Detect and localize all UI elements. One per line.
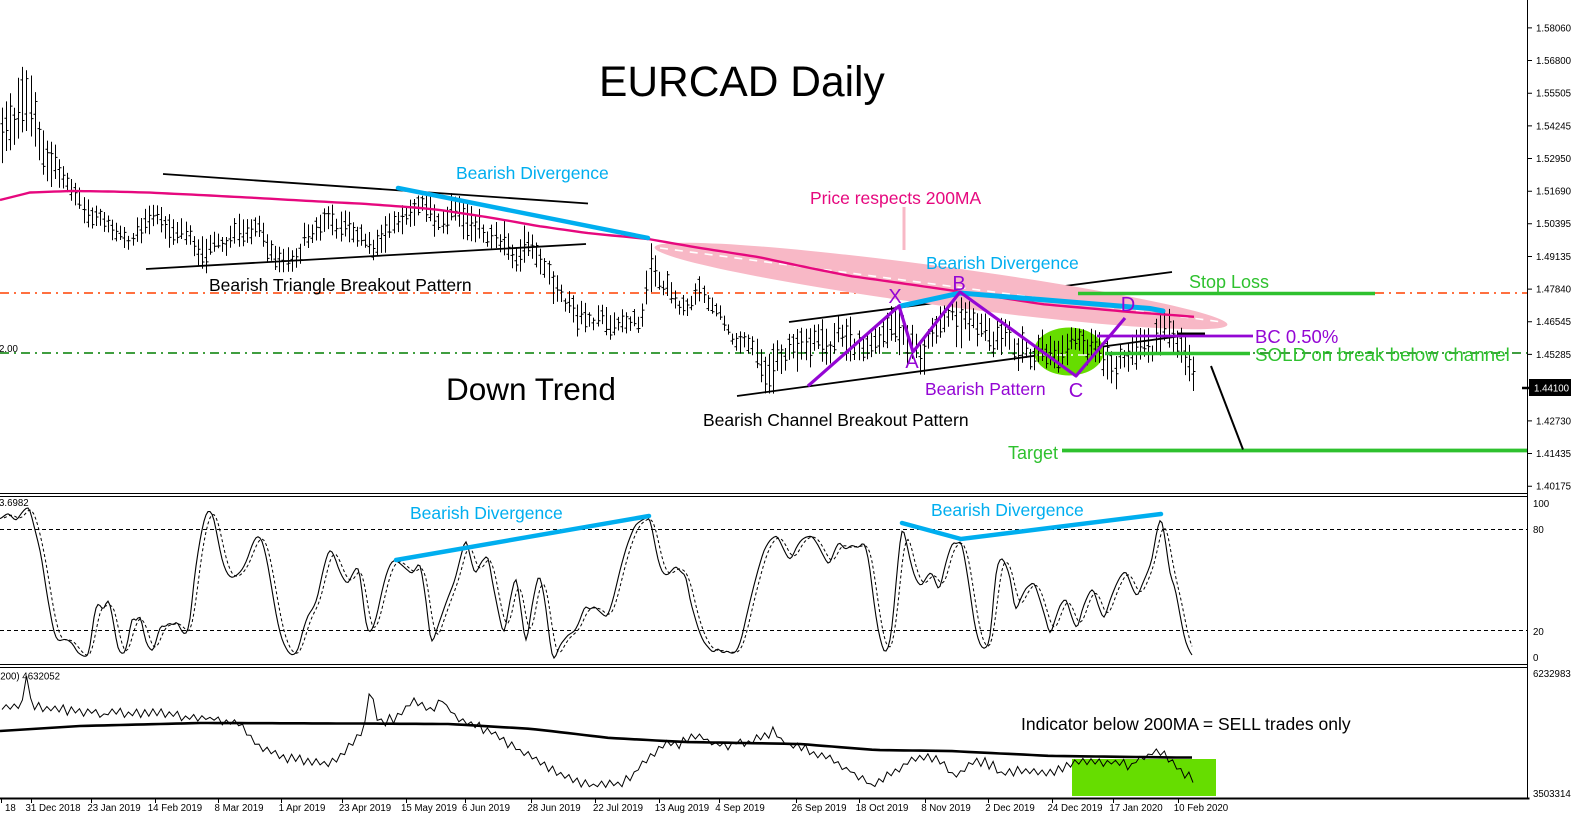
svg-text:23 Apr 2019: 23 Apr 2019 [339,803,391,814]
svg-text:A: A [905,351,919,373]
svg-text:22 Jul 2019: 22 Jul 2019 [593,803,643,814]
svg-text:80: 80 [1533,525,1544,536]
svg-text:3503314: 3503314 [1533,789,1571,800]
svg-text:Bearish Pattern: Bearish Pattern [925,379,1046,399]
svg-text:1.51690: 1.51690 [1536,187,1572,198]
svg-text:Bearish Divergence: Bearish Divergence [926,253,1079,273]
svg-text:10 Feb 2020: 10 Feb 2020 [1174,803,1229,814]
svg-text:1.56800: 1.56800 [1536,56,1572,67]
svg-text:Bearish Triangle Breakout Patt: Bearish Triangle Breakout Pattern [209,275,472,295]
svg-text:13 Aug 2019: 13 Aug 2019 [655,803,709,814]
svg-text:1.55505: 1.55505 [1536,89,1571,100]
svg-text:Bearish Divergence: Bearish Divergence [456,163,609,183]
svg-text:EURCAD Daily: EURCAD Daily [599,59,885,106]
svg-text:Indicator below 200MA = SELL t: Indicator below 200MA = SELL trades only [1021,714,1351,734]
svg-text:20: 20 [1533,627,1544,638]
svg-text:SOLD on break below channel: SOLD on break below channel [1255,344,1510,365]
svg-text:0: 0 [1533,653,1539,664]
svg-text:1.44100: 1.44100 [1534,383,1570,394]
svg-text:D: D [1121,294,1135,316]
svg-text:26 Sep 2019: 26 Sep 2019 [792,803,847,814]
svg-text:1.40175: 1.40175 [1536,482,1571,493]
svg-text:3.6982: 3.6982 [0,498,29,509]
svg-text:Target: Target [1008,443,1058,463]
svg-text:Bearish Divergence: Bearish Divergence [410,503,563,523]
svg-text:BC 0.50%: BC 0.50% [1255,326,1338,347]
svg-text:8 Nov 2019: 8 Nov 2019 [921,803,971,814]
svg-text:28 Jun 2019: 28 Jun 2019 [527,803,580,814]
svg-text:X: X [888,286,901,308]
svg-text:2.00: 2.00 [0,344,18,355]
svg-text:1 Apr 2019: 1 Apr 2019 [279,803,326,814]
svg-text:4 Sep 2019: 4 Sep 2019 [715,803,765,814]
svg-text:1.54245: 1.54245 [1536,121,1571,132]
svg-text:Bearish Divergence: Bearish Divergence [931,500,1084,520]
svg-text:8 Mar 2019: 8 Mar 2019 [214,803,263,814]
svg-text:23 Jan 2019: 23 Jan 2019 [87,803,140,814]
svg-text:15 May 2019: 15 May 2019 [401,803,457,814]
svg-text:1.41435: 1.41435 [1536,449,1571,460]
svg-text:14 Feb 2019: 14 Feb 2019 [148,803,202,814]
svg-text:C: C [1069,380,1083,402]
svg-text:(200) 4632052: (200) 4632052 [0,672,60,683]
svg-text:6232983: 6232983 [1533,669,1571,680]
svg-text:1.47840: 1.47840 [1536,285,1572,296]
svg-text:1.46545: 1.46545 [1536,317,1571,328]
svg-text:B: B [952,273,965,295]
svg-text:1.58060: 1.58060 [1536,23,1572,34]
svg-text:Down Trend: Down Trend [446,371,616,407]
svg-text:1.45285: 1.45285 [1536,350,1571,361]
svg-text:17 Jan 2020: 17 Jan 2020 [1109,803,1163,814]
svg-text:31 Dec 2018: 31 Dec 2018 [26,803,81,814]
svg-text:6 Jun 2019: 6 Jun 2019 [462,803,510,814]
svg-text:Bearish Channel Breakout Patte: Bearish Channel Breakout Pattern [703,410,969,430]
svg-text:1.50395: 1.50395 [1536,219,1571,230]
svg-text:100: 100 [1533,499,1550,510]
svg-text:18 Oct 2019: 18 Oct 2019 [856,803,909,814]
svg-text:1.42730: 1.42730 [1536,416,1572,427]
svg-text:24 Dec 2019: 24 Dec 2019 [1048,803,1103,814]
svg-text:Price respects 200MA: Price respects 200MA [810,188,982,208]
svg-text:1.49135: 1.49135 [1536,252,1571,263]
svg-text:Stop Loss: Stop Loss [1189,272,1269,292]
svg-text:18: 18 [5,803,16,814]
svg-text:1.52950: 1.52950 [1536,154,1572,165]
svg-text:2 Dec 2019: 2 Dec 2019 [985,803,1035,814]
